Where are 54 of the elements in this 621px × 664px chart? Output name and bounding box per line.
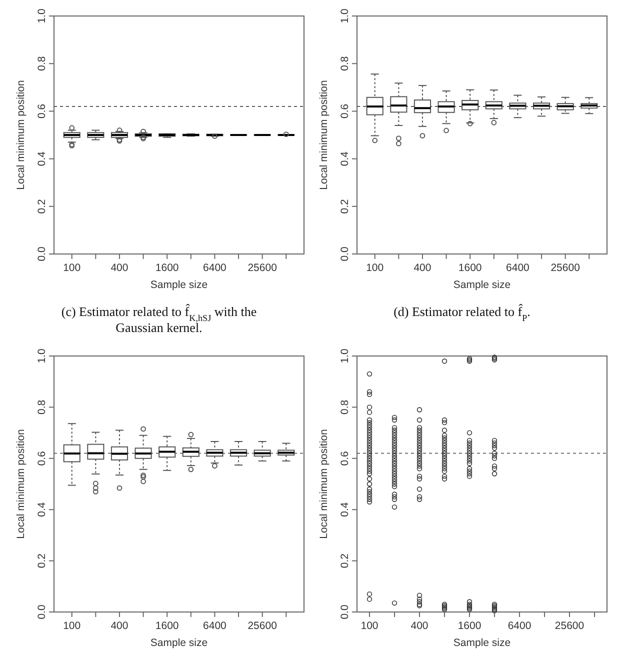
x-tick-label: 6400 xyxy=(508,620,532,632)
x-tick-label: 25600 xyxy=(248,262,278,274)
x-tick-label: 100 xyxy=(63,262,81,274)
text: (d) Estimator related to f̂$_{P}$. xyxy=(394,302,530,323)
x-tick-label: 25600 xyxy=(554,620,584,632)
x-tick-label: 6400 xyxy=(203,620,227,632)
y-tick-label: 1.0 xyxy=(339,8,351,24)
y-tick-label: 0.6 xyxy=(36,450,48,466)
y-tick-label: 0.0 xyxy=(36,246,48,262)
x-tick-label: 6400 xyxy=(203,262,227,274)
y-tick-label: 1.0 xyxy=(36,8,48,24)
y-tick-label: 0.4 xyxy=(36,502,48,517)
y-tick-label: 0.0 xyxy=(36,604,48,620)
x-tick-label: 1600 xyxy=(155,620,179,632)
x-axis-title: Sample size xyxy=(150,279,208,291)
y-tick-label: 0.8 xyxy=(36,400,48,415)
x-axis-title: Sample size xyxy=(453,637,511,649)
y-axis-title: Local minimum position xyxy=(15,428,27,539)
y-tick-label: 0.2 xyxy=(339,198,351,214)
x-tick-label: 1600 xyxy=(155,262,179,274)
y-tick-label: 0.6 xyxy=(339,104,351,119)
y-tick-label: 0.8 xyxy=(339,400,351,415)
y-tick-label: 1.0 xyxy=(36,348,48,364)
y-tick-label: 0.6 xyxy=(339,450,351,466)
y-axis-title: Local minimum position xyxy=(318,428,330,539)
y-tick-label: 0.4 xyxy=(36,151,48,166)
x-tick-label: 1600 xyxy=(458,262,482,274)
x-tick-label: 25600 xyxy=(248,620,278,632)
y-tick-label: 1.0 xyxy=(339,348,351,364)
x-tick-label: 6400 xyxy=(506,262,530,274)
x-tick-label: 400 xyxy=(410,620,428,632)
text: (c) Estimator related to f̂$_{K,hSJ}$ with the Gaussian kernel. xyxy=(61,302,257,335)
x-tick-label: 25600 xyxy=(550,262,580,274)
y-tick-label: 0.4 xyxy=(339,151,351,166)
y-tick-label: 0.0 xyxy=(339,246,351,262)
x-axis-title: Sample size xyxy=(453,279,511,291)
x-tick-label: 400 xyxy=(414,262,432,274)
x-tick-label: 1600 xyxy=(458,620,482,632)
x-tick-label: 100 xyxy=(63,620,81,632)
y-tick-label: 0.8 xyxy=(36,56,48,71)
y-axis-title: Local minimum position xyxy=(15,80,27,190)
y-tick-label: 0.8 xyxy=(339,56,351,71)
y-tick-label: 0.0 xyxy=(339,604,351,620)
x-axis-title: Sample size xyxy=(150,637,208,649)
x-tick-label: 100 xyxy=(366,262,384,274)
y-tick-label: 0.2 xyxy=(339,553,351,568)
y-axis-title: Local minimum position xyxy=(318,80,330,190)
y-tick-label: 0.4 xyxy=(339,502,351,517)
y-tick-label: 0.6 xyxy=(36,104,48,119)
y-tick-label: 0.2 xyxy=(36,198,48,214)
x-tick-label: 100 xyxy=(360,620,378,632)
x-tick-label: 400 xyxy=(110,262,128,274)
y-tick-label: 0.2 xyxy=(36,553,48,568)
x-tick-label: 400 xyxy=(110,620,128,632)
